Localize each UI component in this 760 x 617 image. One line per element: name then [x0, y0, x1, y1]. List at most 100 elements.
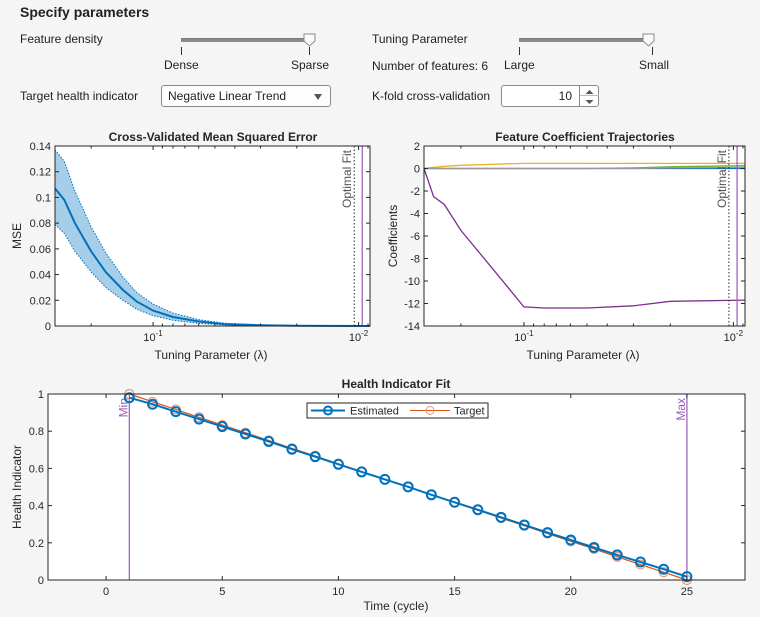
coef-ytick-label: -14: [404, 321, 420, 333]
decrement-button[interactable]: [580, 96, 599, 106]
slider-tick: [652, 47, 653, 55]
estimated-point: [239, 428, 251, 440]
mse-ytick-label: 0.1: [36, 192, 51, 204]
sparse-label: Sparse: [291, 58, 330, 72]
estimated-point: [658, 563, 670, 575]
coef-trajectory-f5: [424, 166, 746, 170]
section-title: Specify parameters: [20, 4, 150, 20]
mse-ytick-label: 0.02: [30, 295, 51, 307]
coef-ytick-label: -12: [404, 299, 420, 311]
coef-ytick-label: 0: [414, 164, 420, 176]
coef-ytick-label: -6: [410, 231, 420, 243]
coef-ytick-label: 2: [414, 141, 420, 153]
estimated-point: [123, 392, 135, 404]
kfold-input[interactable]: 10: [558, 89, 572, 103]
kfold-label: K-fold cross-validation: [372, 89, 491, 103]
target-health-indicator-dropdown[interactable]: Negative Linear Trend: [161, 85, 331, 107]
number-of-features: Number of features: 6: [372, 59, 489, 73]
coef-ytick-label: -4: [410, 209, 420, 221]
estimated-point: [425, 489, 437, 501]
kfold-spinner[interactable]: 10: [501, 85, 599, 107]
mse-ytick-label: 0: [45, 321, 51, 333]
tuning-parameter-slider[interactable]: [518, 30, 658, 60]
health-indicator-chart: Health Indicator Fit Min Max 0 0.2 0.4 0.6 0.…: [10, 377, 746, 613]
estimated-point: [402, 481, 414, 493]
slider-thumb[interactable]: [642, 33, 655, 47]
tuning-parameter-label: Tuning Parameter: [372, 32, 468, 46]
estimated-point: [147, 398, 159, 410]
estimated-point: [634, 556, 646, 568]
hi-axes-box: [47, 393, 746, 581]
hi-max-label: Max: [674, 398, 688, 421]
hi-x-label: Time (cycle): [364, 599, 429, 613]
slider-track: [181, 38, 309, 42]
hi-ytick-label: 0.6: [29, 463, 44, 475]
dense-label: Dense: [164, 58, 199, 72]
mse-y-label: MSE: [10, 223, 24, 249]
hi-min-label: Min: [116, 398, 130, 417]
estimated-point: [588, 541, 600, 553]
feature-density-label: Feature density: [20, 32, 103, 46]
mse-chart: Cross-Validated Mean Squared Error Optim…: [10, 130, 371, 362]
mse-optimal-fit-label: Optimal Fit: [340, 149, 354, 208]
hi-plot-area[interactable]: [48, 394, 745, 580]
caret-down-icon: [585, 100, 594, 104]
coef-ytick-label: -2: [410, 186, 420, 198]
increment-button[interactable]: [580, 86, 599, 96]
coef-chart-title: Feature Coefficient Trajectories: [495, 130, 675, 144]
hi-ytick-label: 0: [38, 575, 44, 587]
mse-ytick-label: 0.12: [30, 167, 51, 179]
estimated-point: [286, 443, 298, 455]
coefficient-chart: Feature Coefficient Trajectories Optimal…: [386, 130, 746, 362]
coef-trajectory-f2: [423, 168, 746, 309]
hi-ytick-label: 1: [38, 389, 44, 401]
mse-plot-area[interactable]: [55, 146, 370, 326]
estimated-point: [332, 458, 344, 470]
hi-y-label: Health Indicator: [10, 445, 24, 529]
hi-ytick-label: 0.2: [29, 538, 44, 550]
hi-xtick-label: 20: [565, 586, 577, 598]
legend-box: [306, 402, 489, 419]
hi-xtick-label: 15: [448, 586, 460, 598]
small-label: Small: [639, 58, 670, 72]
hi-xtick-label: 25: [681, 586, 693, 598]
estimated-point: [611, 549, 623, 561]
mse-xtick-label: 10-2: [349, 329, 369, 344]
hi-chart-title: Health Indicator Fit: [342, 377, 451, 391]
estimated-line: [129, 396, 688, 578]
mse-axes-box: [54, 145, 371, 327]
coef-trajectory-f1: [423, 162, 745, 170]
estimated-point: [193, 413, 205, 425]
estimated-point: [263, 435, 275, 447]
estimated-point: [495, 511, 507, 523]
estimated-point: [681, 571, 693, 583]
slider-thumb[interactable]: [303, 33, 316, 47]
coef-ytick-label: -8: [410, 254, 420, 266]
legend-estimated-marker: [323, 405, 333, 416]
chevron-down-icon: [314, 94, 322, 100]
coef-xtick-label: 10-1: [514, 329, 534, 344]
mse-lower-bound-line: [54, 224, 370, 327]
mse-ytick-label: 0.14: [30, 141, 51, 153]
coef-xtick-label: 10-2: [724, 329, 744, 344]
mse-ytick-label: 0.08: [30, 218, 51, 230]
estimated-point: [449, 496, 461, 508]
target-health-indicator-label: Target health indicator: [20, 89, 139, 103]
mse-xtick-label: 10-1: [143, 329, 163, 344]
legend-target-marker: [425, 406, 435, 415]
coef-y-label: Coefficients: [386, 205, 400, 267]
hi-xtick-label: 5: [219, 586, 225, 598]
slider-track: [519, 38, 647, 42]
mse-chart-title: Cross-Validated Mean Squared Error: [109, 130, 318, 144]
hi-ytick-label: 0.4: [29, 501, 44, 513]
estimated-point: [216, 421, 228, 433]
mse-ytick-label: 0.04: [30, 270, 51, 282]
legend-estimated-label: Estimated: [350, 406, 399, 418]
estimated-point: [170, 406, 182, 418]
coef-plot-area[interactable]: [424, 146, 745, 326]
hi-legend[interactable]: Estimated Target: [306, 402, 489, 419]
coef-optimal-fit-label: Optimal Fit: [715, 149, 729, 208]
feature-density-slider[interactable]: [180, 30, 320, 60]
mse-ytick-label: 0.06: [30, 244, 51, 256]
coef-ytick-label: -10: [404, 276, 420, 288]
